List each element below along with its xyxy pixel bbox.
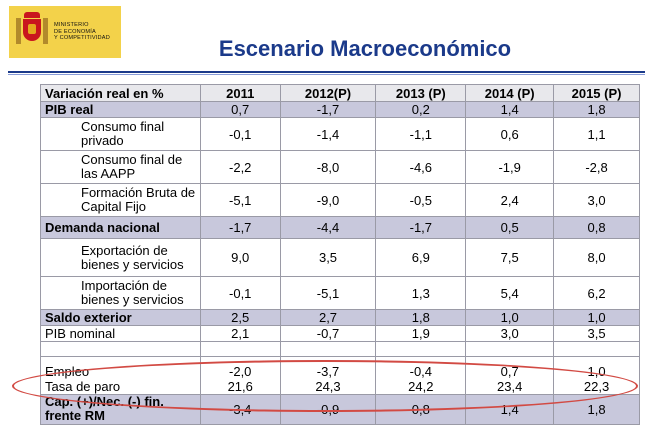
table-cell: -4,6 (375, 150, 467, 184)
table-cell: 0,2 (375, 101, 467, 118)
column-header: 2015 (P) (553, 84, 640, 102)
table-cell: 3,5 (279, 238, 377, 277)
table-row: Saldo exterior 2,5 2,7 1,8 1,0 1,0 (40, 309, 640, 326)
table-row: Tasa de paro 21,6 24,3 24,2 23,4 22,3 (40, 378, 640, 395)
table-cell: 24,3 (279, 378, 377, 395)
table-cell: 7,5 (465, 238, 555, 277)
table-cell: 1,4 (465, 101, 555, 118)
row-label: Consumo final de las AAPP (40, 150, 201, 184)
table-cell: -1,4 (279, 117, 377, 151)
column-header: Variación real en % (40, 84, 201, 102)
table-cell: 1,4 (465, 393, 555, 425)
table-cell: 1,9 (375, 325, 467, 342)
table-cell: 1,0 (465, 309, 555, 326)
table-cell: -0,7 (279, 325, 377, 342)
table-cell: -2,2 (199, 150, 281, 184)
table-cell: 22,3 (553, 378, 640, 395)
title-divider (8, 71, 645, 73)
table-cell: -1,7 (375, 216, 467, 239)
table-cell: 1,3 (375, 276, 467, 310)
row-label: Saldo exterior (40, 309, 201, 326)
row-label: Tasa de paro (40, 378, 201, 395)
table-cell: -0,1 (199, 276, 281, 310)
table-cell: 6,9 (375, 238, 467, 277)
table-cell: -4,4 (279, 216, 377, 239)
table-cell: -3,7 (279, 356, 377, 379)
table-cell: -0,9 (279, 393, 377, 425)
table-cell: 1,8 (375, 309, 467, 326)
table-row: Empleo -2,0 -3,7 -0,4 0,7 1,0 (40, 356, 640, 379)
table-cell: 21,6 (199, 378, 281, 395)
table-cell: -0,1 (199, 117, 281, 151)
row-label: Empleo (40, 356, 201, 379)
table-cell: -1,1 (375, 117, 467, 151)
table-spacer-row (40, 341, 640, 357)
table-cell: -9,0 (279, 183, 377, 217)
table-row: Consumo final de las AAPP -2,2 -8,0 -4,6… (40, 150, 640, 184)
table-cell: 2,4 (465, 183, 555, 217)
row-label: Formación Bruta de Capital Fijo (40, 183, 201, 217)
table-cell: -8,0 (279, 150, 377, 184)
table-cell: 3,5 (553, 325, 640, 342)
table-row: PIB nominal 2,1 -0,7 1,9 3,0 3,5 (40, 325, 640, 342)
table-cell: -5,1 (199, 183, 281, 217)
title-divider-secondary (8, 74, 645, 75)
table-cell: 0,7 (199, 101, 281, 118)
row-label: PIB nominal (40, 325, 201, 342)
table-row: Demanda nacional -1,7 -4,4 -1,7 0,5 0,8 (40, 216, 640, 239)
row-label: Importación de bienes y servicios (40, 276, 201, 310)
row-label: Consumo final privado (40, 117, 201, 151)
table-cell: -0,5 (375, 183, 467, 217)
table-row: Importación de bienes y servicios -0,1 -… (40, 276, 640, 310)
table-cell: 0,7 (465, 356, 555, 379)
table-cell: 0,8 (375, 393, 467, 425)
row-label: PIB real (40, 101, 201, 118)
table-row: PIB real 0,7 -1,7 0,2 1,4 1,8 (40, 101, 640, 118)
table-cell: 0,8 (553, 216, 640, 239)
table-cell: 2,5 (199, 309, 281, 326)
table-cell: 1,0 (553, 356, 640, 379)
table-header-row: Variación real en % 2011 2012(P) 2013 (P… (40, 84, 640, 102)
table-cell: 2,7 (279, 309, 377, 326)
page-title: Escenario Macroeconómico (218, 36, 512, 61)
table-cell: 24,2 (375, 378, 467, 395)
ministry-logo: MINISTERIO DE ECONOMÍA Y COMPETITIVIDAD (9, 6, 121, 58)
table-cell: -3,4 (199, 393, 281, 425)
row-label: Cap. (+)/Nec. (-) fin. frente RM (40, 393, 201, 425)
table-cell: 1,8 (553, 393, 640, 425)
table-cell: -2,8 (553, 150, 640, 184)
table-row: Formación Bruta de Capital Fijo -5,1 -9,… (40, 183, 640, 217)
column-header: 2011 (199, 84, 281, 102)
table-cell: 6,2 (553, 276, 640, 310)
row-label: Exportación de bienes y servicios (40, 238, 201, 277)
table-cell: 2,1 (199, 325, 281, 342)
macro-scenario-table: Variación real en % 2011 2012(P) 2013 (P… (40, 84, 640, 425)
table-cell: 0,5 (465, 216, 555, 239)
column-header: 2014 (P) (465, 84, 555, 102)
table-cell: -1,7 (199, 216, 281, 239)
table-row: Consumo final privado -0,1 -1,4 -1,1 0,6… (40, 117, 640, 151)
table-cell: 23,4 (465, 378, 555, 395)
column-header: 2012(P) (279, 84, 377, 102)
table-cell: -0,4 (375, 356, 467, 379)
table-cell: 3,0 (465, 325, 555, 342)
table-cell: -5,1 (279, 276, 377, 310)
table-row: Exportación de bienes y servicios 9,0 3,… (40, 238, 640, 277)
table-cell: 1,1 (553, 117, 640, 151)
table-row: Cap. (+)/Nec. (-) fin. frente RM -3,4 -0… (40, 393, 640, 425)
spain-coat-of-arms-icon (15, 12, 49, 52)
table-cell: 3,0 (553, 183, 640, 217)
table-cell: 1,0 (553, 309, 640, 326)
ministry-name: MINISTERIO DE ECONOMÍA Y COMPETITIVIDAD (54, 22, 110, 42)
table-cell: -1,9 (465, 150, 555, 184)
table-cell: 1,8 (553, 101, 640, 118)
table-cell: -1,7 (279, 101, 377, 118)
table-cell: 9,0 (199, 238, 281, 277)
table-cell: 0,6 (465, 117, 555, 151)
table-cell: -2,0 (199, 356, 281, 379)
table-cell: 8,0 (553, 238, 640, 277)
table-cell: 5,4 (465, 276, 555, 310)
row-label: Demanda nacional (40, 216, 201, 239)
column-header: 2013 (P) (375, 84, 467, 102)
